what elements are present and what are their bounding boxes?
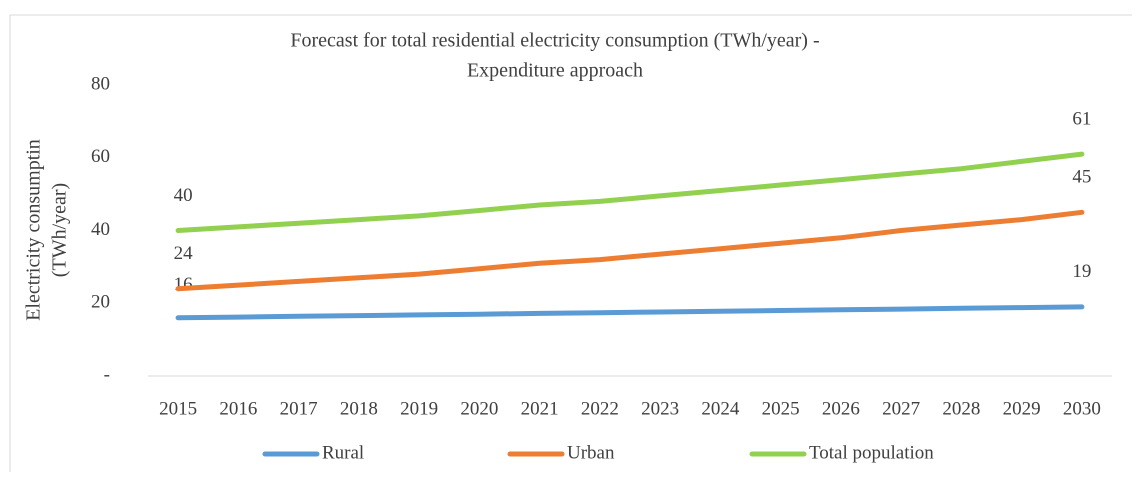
y-axis-title-line: (TWh/year) (49, 183, 71, 277)
x-tick-label: 2025 (762, 398, 800, 419)
x-tick-label: 2019 (400, 398, 438, 419)
x-tick-label: 2017 (280, 398, 318, 419)
x-tick-label: 2022 (581, 398, 619, 419)
line-series (175, 151, 1085, 233)
line-series (175, 209, 1085, 292)
y-tick-label: 60 (91, 146, 110, 167)
y-tick-label: 20 (91, 292, 110, 313)
x-tick-label: 2018 (340, 398, 378, 419)
data-label: 40 (174, 185, 193, 206)
data-label: 45 (1072, 167, 1091, 188)
chart-title: Expenditure approach (467, 60, 643, 82)
x-tick-label: 2021 (521, 398, 559, 419)
y-axis-title-line: Electricity consumptin (23, 139, 45, 321)
x-tick-label: 2023 (641, 398, 679, 419)
data-label: 24 (174, 243, 194, 264)
y-tick-label: 40 (91, 219, 110, 240)
x-tick-label: 2026 (822, 398, 860, 419)
legend-label: Rural (322, 442, 364, 463)
legend-label: Total population (809, 442, 934, 463)
y-tick-label: - (104, 364, 110, 385)
line-series (175, 304, 1085, 321)
x-tick-label: 2020 (460, 398, 498, 419)
y-tick-label: 80 (91, 73, 110, 94)
x-tick-label: 2016 (219, 398, 257, 419)
x-tick-label: 2027 (882, 398, 920, 419)
data-label: 61 (1072, 108, 1091, 129)
data-label: 19 (1072, 261, 1091, 282)
x-tick-label: 2028 (942, 398, 980, 419)
x-tick-label: 2015 (159, 398, 197, 419)
x-tick-label: 2030 (1063, 398, 1101, 419)
legend-label: Urban (567, 442, 615, 463)
data-label: 16 (174, 274, 193, 295)
chart-border (9, 14, 1132, 472)
y-axis-title: Electricity consumptin (TWh/year) (23, 139, 71, 321)
x-tick-label: 2024 (701, 398, 740, 419)
chart-title: Forecast for total residential electrici… (290, 30, 819, 52)
x-tick-label: 2029 (1003, 398, 1041, 419)
